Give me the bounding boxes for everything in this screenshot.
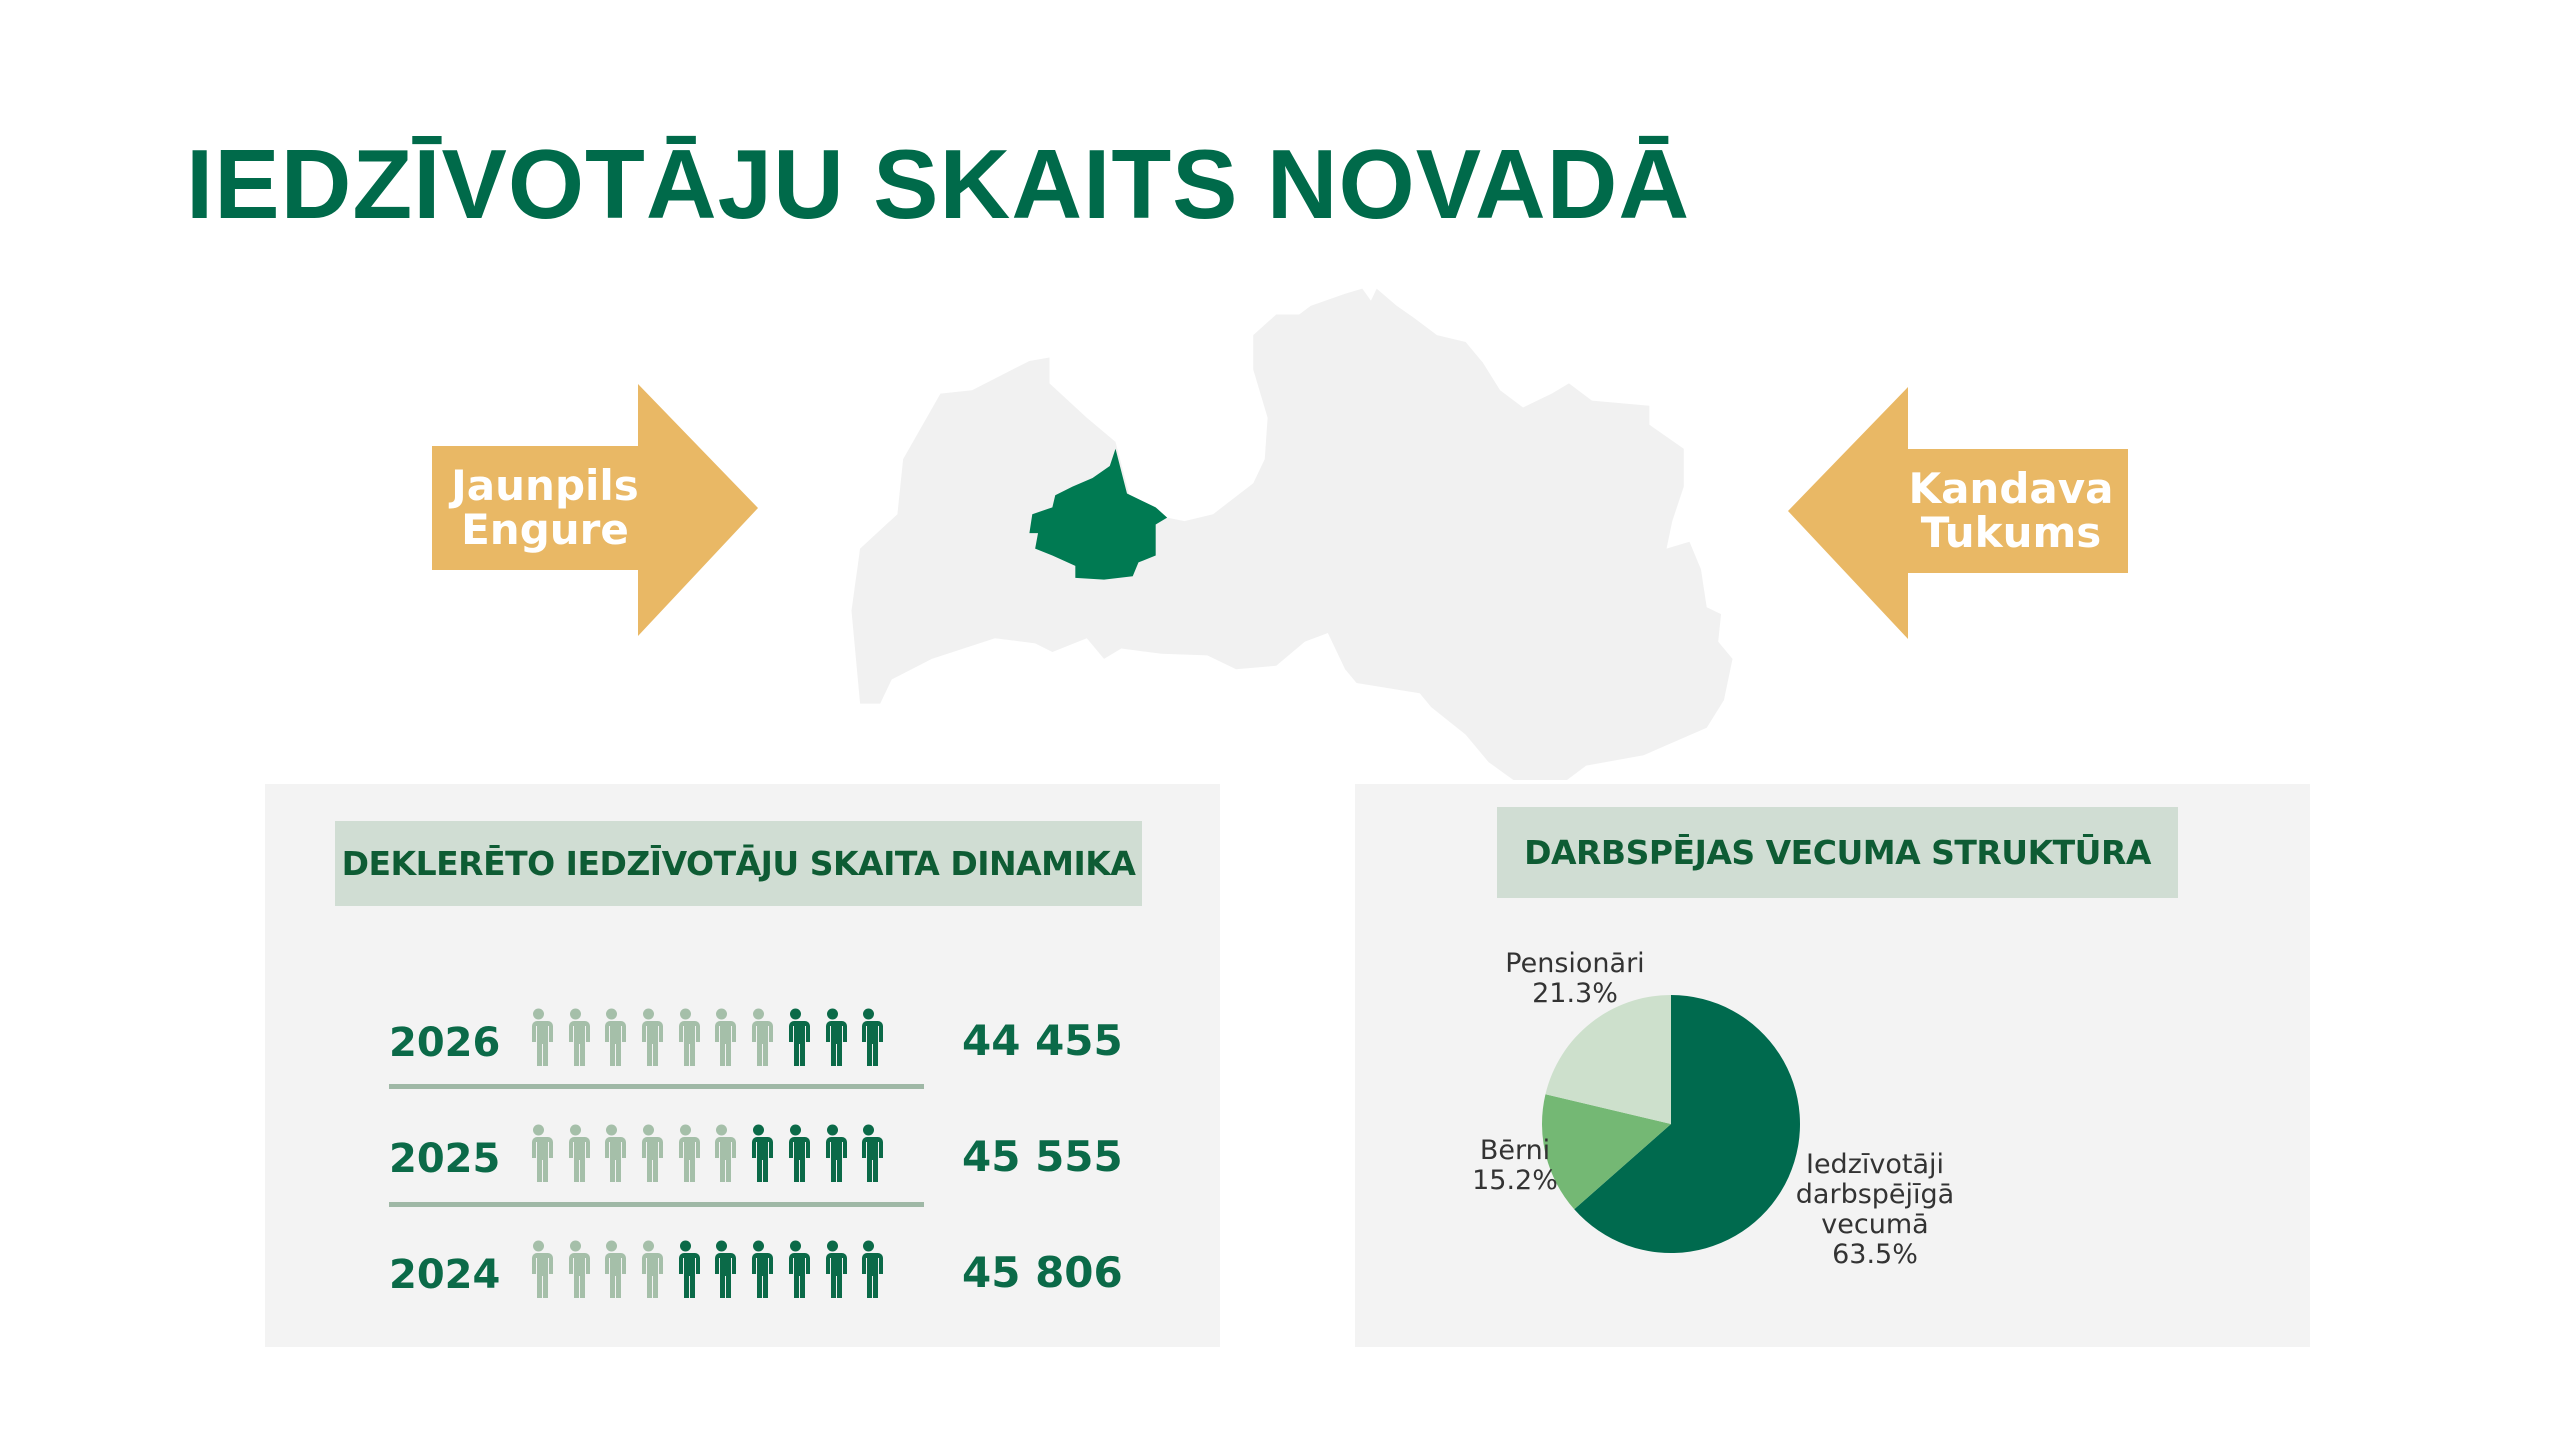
year-label: 2024 bbox=[389, 1252, 501, 1298]
person-icon bbox=[785, 1240, 810, 1298]
pie-value-berni: 15.2% bbox=[1472, 1165, 1558, 1196]
person-icon bbox=[859, 1124, 884, 1182]
people-icons bbox=[523, 1008, 884, 1066]
arrow-kandava-tukums: Kandava Tukums bbox=[1788, 387, 2130, 639]
person-icon bbox=[712, 1240, 737, 1298]
arrow-label-line1: Kandava bbox=[1908, 464, 2114, 513]
arrow-right-icon bbox=[432, 384, 758, 636]
people-icons bbox=[523, 1124, 884, 1182]
person-icon bbox=[565, 1124, 590, 1182]
person-icon bbox=[822, 1240, 847, 1298]
arrow-jaunpils-engure: Jaunpils Engure bbox=[430, 384, 760, 636]
pie-slice bbox=[1574, 995, 1800, 1253]
person-icon bbox=[602, 1240, 627, 1298]
population-count: 45 806 bbox=[962, 1248, 1123, 1297]
tukums-region bbox=[1029, 448, 1168, 580]
person-icon bbox=[749, 1008, 774, 1066]
person-icon bbox=[639, 1008, 664, 1066]
age-structure-panel: DARBSPĒJAS VECUMA STRUKTŪRA Pensionāri 2… bbox=[1355, 784, 2310, 1347]
person-icon bbox=[565, 1008, 590, 1066]
person-icon bbox=[529, 1008, 553, 1066]
person-icon bbox=[529, 1124, 553, 1182]
year-label: 2025 bbox=[389, 1136, 501, 1182]
person-icon bbox=[822, 1008, 847, 1066]
arrow-label-line2: Engure bbox=[461, 505, 629, 554]
divider bbox=[389, 1084, 924, 1089]
person-icon bbox=[712, 1124, 737, 1182]
person-icon bbox=[822, 1124, 847, 1182]
pie-label-working-3: vecumā bbox=[1821, 1209, 1929, 1240]
person-icon bbox=[602, 1008, 627, 1066]
age-structure-heading: DARBSPĒJAS VECUMA STRUKTŪRA bbox=[1497, 807, 2178, 898]
population-count: 44 455 bbox=[962, 1016, 1123, 1065]
person-icon bbox=[785, 1124, 810, 1182]
person-icon bbox=[675, 1008, 700, 1066]
arrow-label-line2: Tukums bbox=[1920, 508, 2102, 557]
population-count: 45 555 bbox=[962, 1132, 1123, 1181]
person-icon bbox=[529, 1240, 553, 1298]
pie-label-pensionari: Pensionāri bbox=[1505, 948, 1645, 979]
person-icon bbox=[785, 1008, 810, 1066]
person-icon bbox=[675, 1240, 700, 1298]
person-icon bbox=[602, 1124, 627, 1182]
pie-slice bbox=[1542, 1094, 1671, 1210]
latvia-outline bbox=[851, 288, 1733, 780]
person-icon bbox=[749, 1124, 774, 1182]
person-icon bbox=[712, 1008, 737, 1066]
population-panel: DEKLERĒTO IEDZĪVOTĀJU SKAITA DINAMIKA 20… bbox=[265, 784, 1220, 1347]
person-icon bbox=[675, 1124, 700, 1182]
population-heading: DEKLERĒTO IEDZĪVOTĀJU SKAITA DINAMIKA bbox=[335, 821, 1142, 906]
person-icon bbox=[639, 1124, 664, 1182]
arrow-label-line1: Jaunpils bbox=[451, 461, 639, 510]
person-icon bbox=[639, 1240, 664, 1298]
year-label: 2026 bbox=[389, 1020, 501, 1066]
pie-label-working-2: darbspējīgā bbox=[1795, 1179, 1955, 1210]
divider bbox=[389, 1202, 924, 1207]
page-title: IEDZĪVOTĀJU SKAITS NOVADĀ bbox=[186, 129, 1691, 239]
pie-chart bbox=[1542, 995, 1800, 1253]
people-icons bbox=[523, 1240, 884, 1298]
person-icon bbox=[749, 1240, 774, 1298]
person-icon bbox=[859, 1240, 884, 1298]
pie-label-berni: Bērni bbox=[1479, 1135, 1551, 1166]
person-icon bbox=[565, 1240, 590, 1298]
pie-slice bbox=[1545, 995, 1671, 1124]
pie-label-working-1: Iedzīvotāji bbox=[1805, 1149, 1945, 1180]
person-icon bbox=[859, 1008, 884, 1066]
latvia-map bbox=[851, 288, 1733, 780]
arrow-left-icon bbox=[1788, 387, 2128, 639]
pie-value-pensionari: 21.3% bbox=[1532, 978, 1618, 1009]
pie-value-working: 63.5% bbox=[1832, 1239, 1918, 1270]
